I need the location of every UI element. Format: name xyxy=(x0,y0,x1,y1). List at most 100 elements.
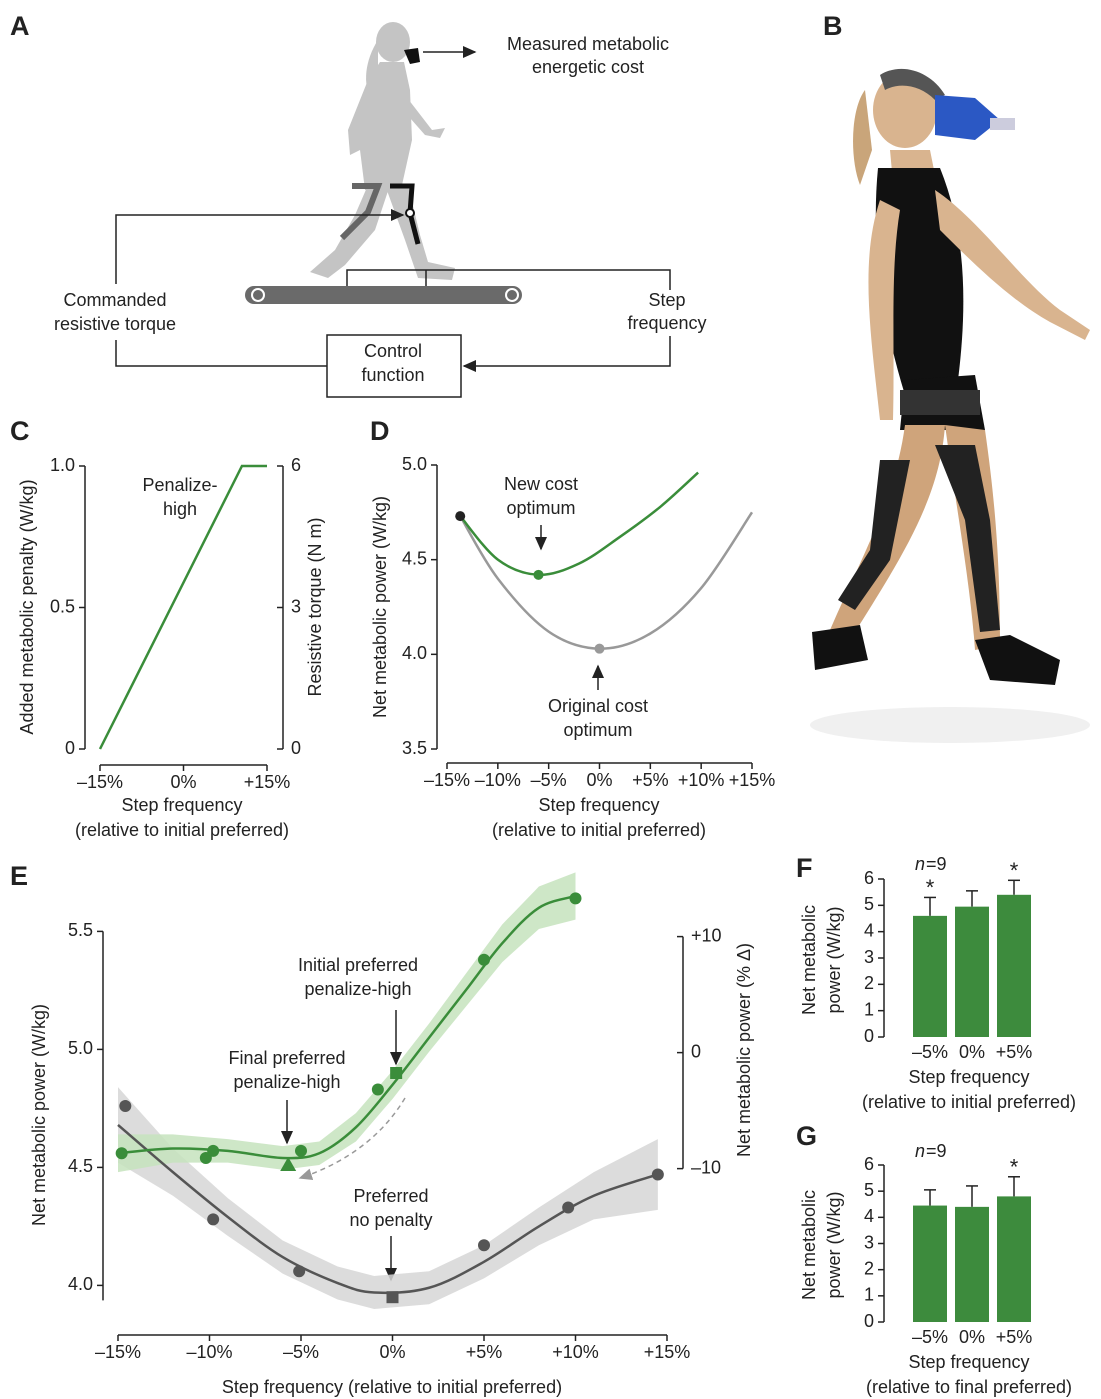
diagram-label: frequency xyxy=(627,313,706,333)
bar xyxy=(955,1206,989,1322)
annotation: optimum xyxy=(506,498,575,518)
exoskeleton xyxy=(339,183,383,241)
data-point xyxy=(293,1265,306,1278)
y2-tick-label: 0 xyxy=(691,1041,701,1061)
annotation: Original cost xyxy=(548,696,648,716)
y-tick-label: 3.5 xyxy=(402,738,427,758)
x-tick-label: –15% xyxy=(424,770,470,790)
curve xyxy=(98,464,267,750)
data-point xyxy=(651,1168,664,1181)
y-axis-label: power (W/kg) xyxy=(824,906,844,1013)
curve xyxy=(459,471,699,577)
x-tick-label: +10% xyxy=(552,1342,599,1362)
y-tick-label: 2 xyxy=(864,1258,874,1278)
x-tick-label: +5% xyxy=(996,1042,1033,1062)
panel-label: B xyxy=(823,11,843,41)
data-point xyxy=(115,1147,128,1160)
panel-label: F xyxy=(796,853,813,883)
significance-star: * xyxy=(926,875,935,900)
connector xyxy=(115,340,327,367)
y-tick-label: 5 xyxy=(864,894,874,914)
x-tick-label: 0% xyxy=(170,772,196,792)
y-axis-label: Net metabolic power (W/kg) xyxy=(370,496,390,718)
marker-square xyxy=(390,1067,403,1079)
control-box xyxy=(326,334,462,398)
y-axis-label: power (W/kg) xyxy=(824,1191,844,1298)
x-axis-label: (relative to final preferred) xyxy=(866,1377,1072,1397)
x-axis-label: Step frequency xyxy=(121,795,242,815)
y-tick-label: 4 xyxy=(864,1206,874,1226)
optimum-point xyxy=(594,643,605,654)
y2-tick-label: 3 xyxy=(291,596,301,616)
y-tick-label: 3 xyxy=(864,1232,874,1252)
annotation: Initial preferred xyxy=(298,955,418,975)
y-tick-label: 4.5 xyxy=(68,1156,93,1176)
x-axis-label: Step frequency xyxy=(538,795,659,815)
bar xyxy=(955,906,989,1037)
significance-star: * xyxy=(1010,858,1019,883)
y-tick-label: 4.5 xyxy=(402,548,427,568)
annotation: Preferred xyxy=(353,1186,428,1206)
roller xyxy=(505,288,519,302)
y-tick-label: 6 xyxy=(864,868,874,888)
diagram-label: energetic cost xyxy=(532,57,644,77)
y2-axis-label: Net metabolic power (% Δ) xyxy=(734,943,754,1157)
y-axis-label: Net metabolic xyxy=(799,905,819,1015)
y2-tick-label: 0 xyxy=(291,738,301,758)
y-tick-label: 1.0 xyxy=(50,455,75,475)
data-point xyxy=(295,1144,307,1157)
bar xyxy=(913,1205,947,1322)
y-tick-label: 0.5 xyxy=(50,596,75,616)
data-point xyxy=(478,1239,490,1252)
panel-label: E xyxy=(10,861,28,891)
panel-label: D xyxy=(370,416,390,446)
x-tick-label: 0% xyxy=(959,1042,985,1062)
x-tick-label: 0% xyxy=(586,770,612,790)
y-tick-label: 1 xyxy=(864,1285,874,1305)
x-tick-label: +5% xyxy=(466,1342,503,1362)
photo-subject xyxy=(810,68,1090,743)
x-tick-label: 0% xyxy=(959,1327,985,1347)
y-tick-label: 0 xyxy=(864,1311,874,1331)
y-tick-label: 6 xyxy=(864,1154,874,1174)
panel-label: G xyxy=(796,1121,817,1151)
x-tick-label: –5% xyxy=(283,1342,319,1362)
x-tick-label: +15% xyxy=(729,770,776,790)
y2-axis-label: Resistive torque (N m) xyxy=(305,517,325,696)
x-tick-label: –5% xyxy=(912,1327,948,1347)
x-tick-label: –10% xyxy=(186,1342,232,1362)
annotation: New cost xyxy=(504,474,578,494)
annotation: Penalize- xyxy=(142,475,217,495)
panel-b: B xyxy=(810,11,1090,743)
y2-tick-label: –10 xyxy=(691,1157,721,1177)
x-tick-label: +15% xyxy=(644,1342,691,1362)
y2-tick-label: +10 xyxy=(691,925,722,945)
walker-silhouette xyxy=(310,22,455,280)
y-tick-label: 0 xyxy=(864,1026,874,1046)
x-axis-label: (relative to initial preferred) xyxy=(492,820,706,840)
treadmill xyxy=(245,286,522,304)
bar xyxy=(913,915,947,1037)
arrow xyxy=(462,336,671,372)
confidence-band xyxy=(118,872,576,1173)
annotation: Final preferred xyxy=(228,1048,345,1068)
x-tick-label: 0% xyxy=(379,1342,405,1362)
y-tick-label: 0 xyxy=(65,738,75,758)
diagram-label: Control xyxy=(364,341,422,361)
annotation: no penalty xyxy=(349,1210,432,1230)
n-text: =9 xyxy=(926,1141,947,1161)
optimum-point xyxy=(533,569,544,580)
roller xyxy=(251,288,265,302)
annotation: penalize-high xyxy=(233,1072,340,1092)
data-point xyxy=(569,892,582,905)
y-tick-label: 5.0 xyxy=(402,454,427,474)
bar xyxy=(997,1196,1031,1322)
diagram-label: function xyxy=(361,365,424,385)
x-tick-label: –10% xyxy=(475,770,521,790)
diagram-label: Commanded xyxy=(63,290,166,310)
y-tick-label: 5.0 xyxy=(68,1038,93,1058)
data-point xyxy=(562,1201,575,1214)
y-axis-label: Net metabolic power (W/kg) xyxy=(29,1004,49,1226)
y2-tick-label: 6 xyxy=(291,455,301,475)
data-point xyxy=(478,953,490,966)
